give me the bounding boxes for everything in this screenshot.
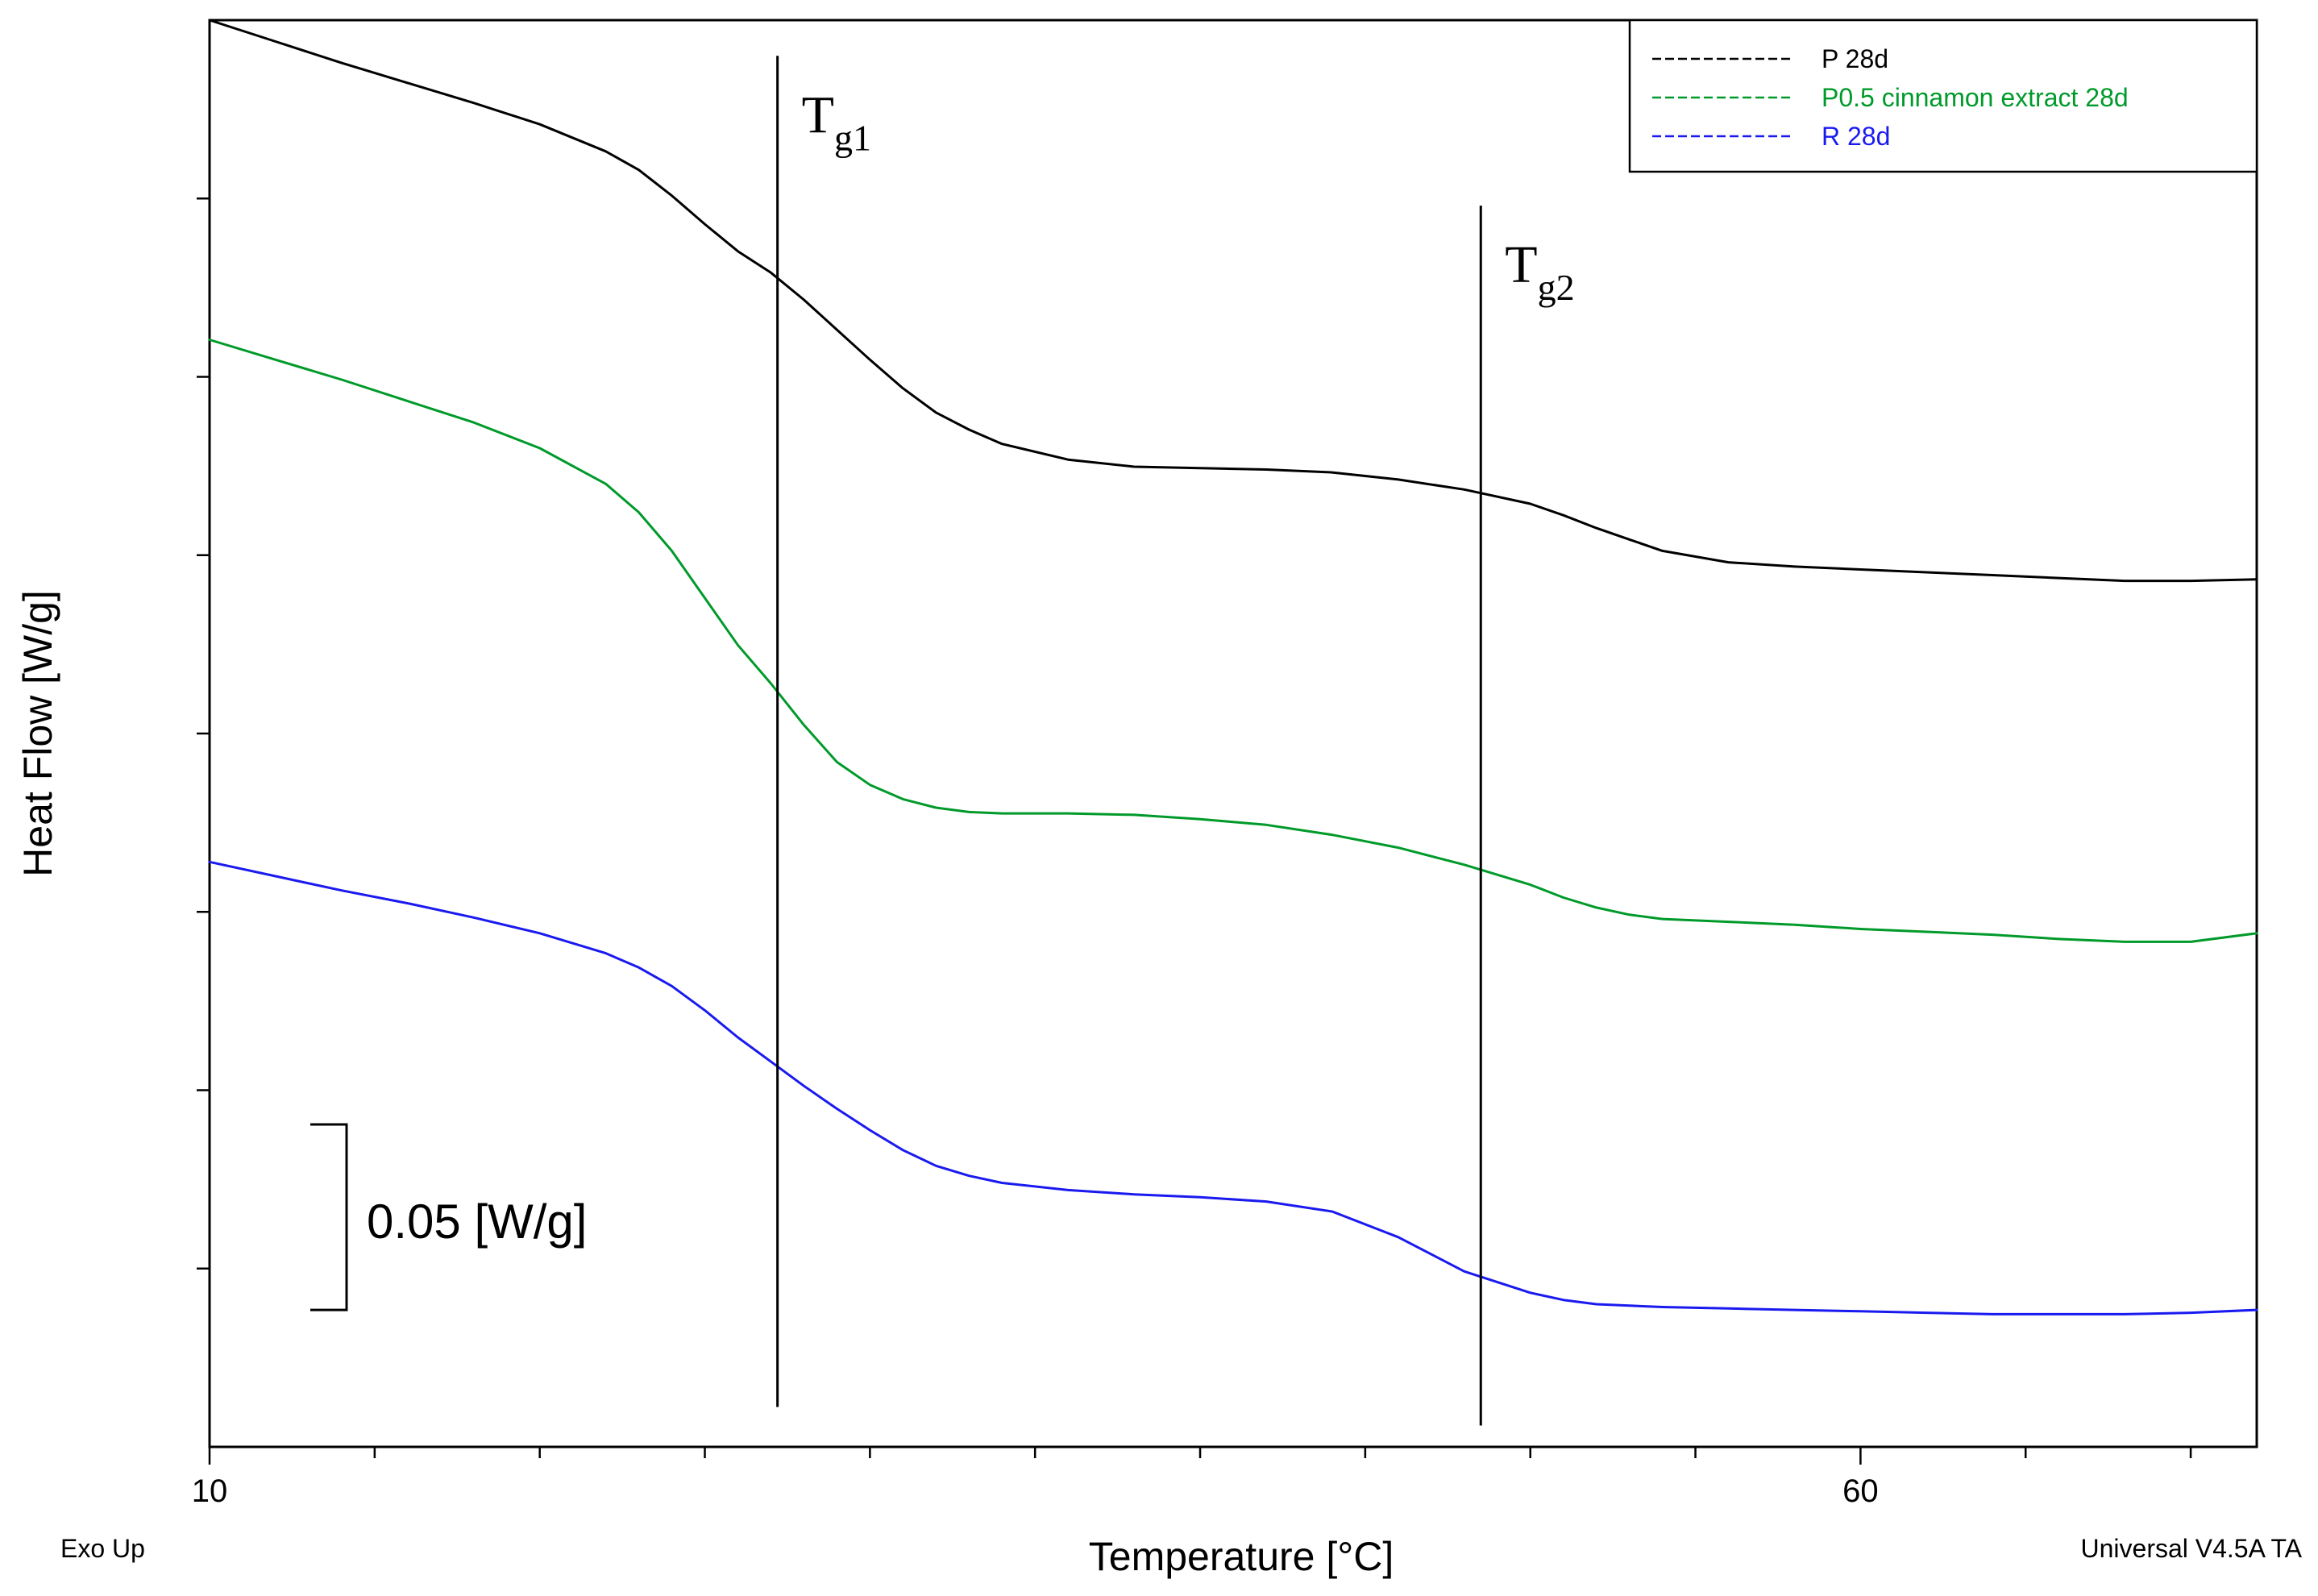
scale-bar-label: 0.05 [W/g] bbox=[367, 1195, 587, 1249]
x-tick-label: 60 bbox=[1842, 1473, 1879, 1509]
x-axis-title: Temperature [°C] bbox=[1089, 1534, 1394, 1579]
software-version-label: Universal V4.5A TA bbox=[2081, 1534, 2303, 1563]
y-axis-ticks bbox=[197, 197, 210, 1270]
scale-bar: 0.05 [W/g] bbox=[310, 1123, 587, 1311]
y-axis-title: Heat Flow [W/g] bbox=[15, 590, 60, 877]
exo-up-label: Exo Up bbox=[60, 1534, 145, 1563]
x-axis-ticks: 10 60 bbox=[192, 1447, 2192, 1509]
scale-bar-bracket bbox=[310, 1123, 348, 1311]
legend: P 28d P0.5 cinnamon extract 28d R 28d bbox=[1628, 19, 2258, 173]
series-line-1 bbox=[208, 19, 2258, 583]
legend-label: P 28d bbox=[1822, 44, 1888, 73]
legend-label: P0.5 cinnamon extract 28d bbox=[1822, 83, 2129, 112]
series-line-2 bbox=[208, 339, 2258, 943]
legend-label: R 28d bbox=[1822, 122, 1890, 151]
legend-box bbox=[1628, 19, 2258, 173]
series-group bbox=[208, 19, 2258, 1315]
x-tick-label: 10 bbox=[192, 1473, 228, 1509]
series-line-3 bbox=[208, 860, 2258, 1315]
